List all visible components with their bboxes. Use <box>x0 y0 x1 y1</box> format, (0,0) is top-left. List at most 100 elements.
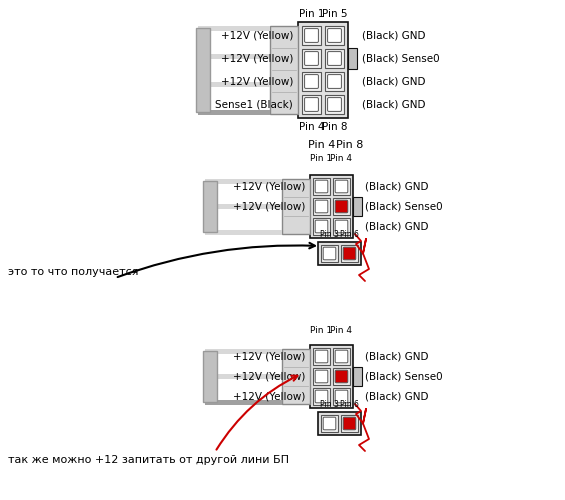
Text: (Black) GND: (Black) GND <box>365 392 428 402</box>
Text: (Black) GND: (Black) GND <box>365 352 428 362</box>
Text: +12V (Yellow): +12V (Yellow) <box>220 54 293 64</box>
Text: +12V (Yellow): +12V (Yellow) <box>220 76 293 86</box>
FancyBboxPatch shape <box>335 220 348 233</box>
Bar <box>333 348 350 365</box>
Bar <box>313 218 330 235</box>
FancyBboxPatch shape <box>343 417 356 430</box>
Bar <box>196 28 210 112</box>
Text: Pin 4: Pin 4 <box>331 154 353 163</box>
Bar <box>333 178 350 195</box>
Bar <box>321 245 338 262</box>
Text: Sense1 (Black): Sense1 (Black) <box>215 100 293 110</box>
Bar <box>310 175 353 238</box>
Bar <box>310 345 353 408</box>
Bar <box>333 198 350 215</box>
Text: Pin 4: Pin 4 <box>308 140 335 150</box>
Text: Pin 6: Pin 6 <box>340 230 359 239</box>
FancyBboxPatch shape <box>305 28 319 42</box>
Text: Pin 8: Pin 8 <box>321 122 347 132</box>
Text: Pin 5: Pin 5 <box>321 9 347 19</box>
Text: +12V (Yellow): +12V (Yellow) <box>233 202 305 211</box>
FancyBboxPatch shape <box>315 180 328 193</box>
Text: (Black) Sense0: (Black) Sense0 <box>365 202 442 211</box>
Bar <box>302 95 321 114</box>
Text: так же можно +12 запитать от другой лини БП: так же можно +12 запитать от другой лини… <box>8 455 289 465</box>
Text: Pin 4: Pin 4 <box>331 326 353 335</box>
Text: (Black) GND: (Black) GND <box>362 76 425 86</box>
FancyBboxPatch shape <box>305 74 319 88</box>
FancyBboxPatch shape <box>335 350 348 363</box>
Bar <box>341 415 358 432</box>
FancyBboxPatch shape <box>328 98 341 112</box>
Bar <box>341 245 358 262</box>
Text: Pin 1: Pin 1 <box>299 9 324 19</box>
Bar <box>325 95 344 114</box>
Bar <box>318 412 361 435</box>
Bar <box>198 54 270 59</box>
FancyBboxPatch shape <box>343 247 356 260</box>
FancyBboxPatch shape <box>335 200 348 213</box>
Bar <box>325 49 344 68</box>
FancyBboxPatch shape <box>315 370 328 383</box>
Bar <box>333 388 350 405</box>
Text: +12V (Yellow): +12V (Yellow) <box>233 372 305 382</box>
Text: (Black) GND: (Black) GND <box>365 182 428 192</box>
Bar <box>353 367 362 386</box>
Text: (Black) GND: (Black) GND <box>362 100 425 110</box>
Bar <box>313 348 330 365</box>
Bar <box>313 178 330 195</box>
Text: +12V (Yellow): +12V (Yellow) <box>233 182 305 192</box>
Bar <box>198 82 270 86</box>
Text: +12V (Yellow): +12V (Yellow) <box>233 352 305 362</box>
Text: +12V (Yellow): +12V (Yellow) <box>220 30 293 40</box>
Text: Pin 6: Pin 6 <box>340 400 359 409</box>
Text: это то что получается: это то что получается <box>8 267 138 277</box>
Bar <box>313 368 330 385</box>
FancyBboxPatch shape <box>305 52 319 66</box>
Bar <box>203 351 217 402</box>
Bar <box>353 197 362 216</box>
FancyBboxPatch shape <box>315 220 328 233</box>
Bar <box>282 179 310 234</box>
Bar <box>321 415 338 432</box>
Bar <box>333 218 350 235</box>
FancyBboxPatch shape <box>315 200 328 213</box>
Bar <box>318 242 361 265</box>
Bar <box>198 110 270 114</box>
FancyBboxPatch shape <box>328 52 341 66</box>
FancyBboxPatch shape <box>305 98 319 112</box>
FancyBboxPatch shape <box>328 28 341 42</box>
Bar <box>205 178 282 184</box>
FancyBboxPatch shape <box>328 74 341 88</box>
Bar <box>198 26 270 30</box>
Text: Pin 4: Pin 4 <box>299 122 324 132</box>
FancyBboxPatch shape <box>315 350 328 363</box>
Text: (Black) GND: (Black) GND <box>362 30 425 40</box>
Bar <box>313 388 330 405</box>
FancyBboxPatch shape <box>335 180 348 193</box>
Bar <box>205 204 282 209</box>
Bar <box>302 49 321 68</box>
Bar <box>348 48 357 69</box>
Bar <box>282 349 310 404</box>
FancyBboxPatch shape <box>335 390 348 403</box>
Text: (Black) GND: (Black) GND <box>365 222 428 232</box>
Bar <box>270 26 298 114</box>
Text: (Black) Sense0: (Black) Sense0 <box>365 372 442 382</box>
Bar <box>205 374 282 379</box>
Bar <box>203 181 217 232</box>
Bar <box>302 72 321 91</box>
Text: Pin 1: Pin 1 <box>310 154 333 163</box>
Text: Pin 3: Pin 3 <box>320 230 339 239</box>
Bar <box>325 26 344 45</box>
Text: Pin 3: Pin 3 <box>320 400 339 409</box>
Bar <box>298 22 348 118</box>
Bar <box>205 348 282 354</box>
Text: Pin 1: Pin 1 <box>310 326 333 335</box>
Bar <box>313 198 330 215</box>
FancyBboxPatch shape <box>323 417 336 430</box>
Text: +12V (Yellow): +12V (Yellow) <box>233 392 305 402</box>
Bar <box>333 368 350 385</box>
FancyBboxPatch shape <box>335 370 348 383</box>
FancyBboxPatch shape <box>315 390 328 403</box>
